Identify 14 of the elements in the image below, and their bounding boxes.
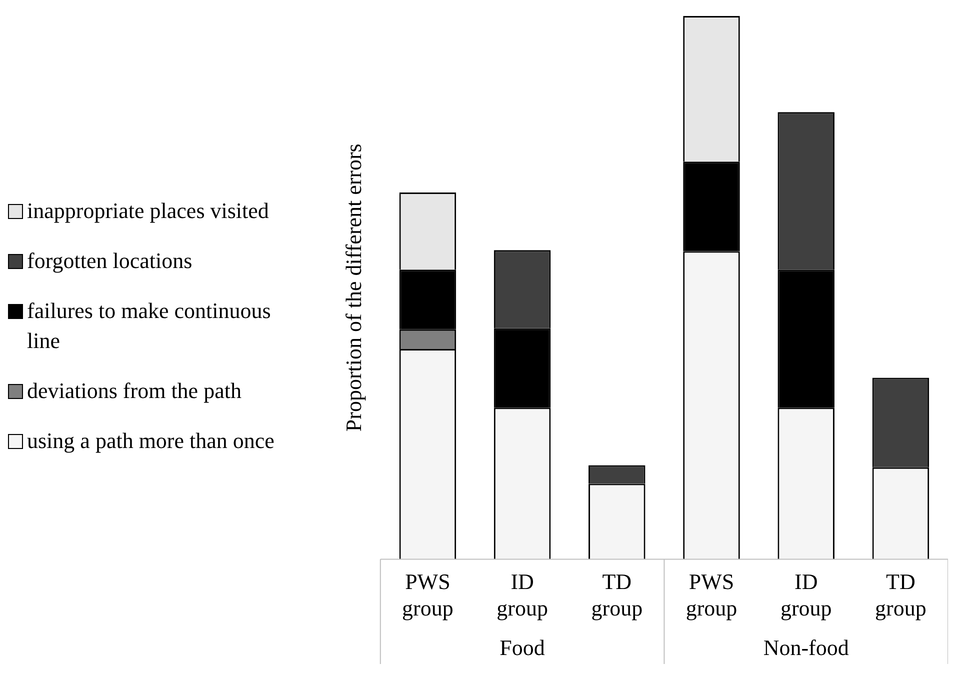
legend-label: failures to make continuous line (27, 297, 272, 355)
x-tick-label: PWS group (402, 569, 454, 621)
text: Non-food (763, 634, 849, 660)
legend-label: deviations from the path (27, 377, 242, 405)
legend-label: using a path more than once (27, 427, 274, 455)
legend-label: inappropriate places visited (27, 197, 269, 225)
text: Food (500, 634, 545, 660)
x-tick-label: ID group (496, 569, 548, 621)
y-axis-title: Proportion of the different errors (340, 144, 366, 432)
x-tick-label: TD group (591, 569, 643, 621)
x-tick-label: ID group (780, 569, 832, 621)
legend-label: forgotten locations (27, 247, 192, 275)
x-tick-label: PWS group (686, 569, 738, 621)
x-tick-label: TD group (875, 569, 926, 621)
